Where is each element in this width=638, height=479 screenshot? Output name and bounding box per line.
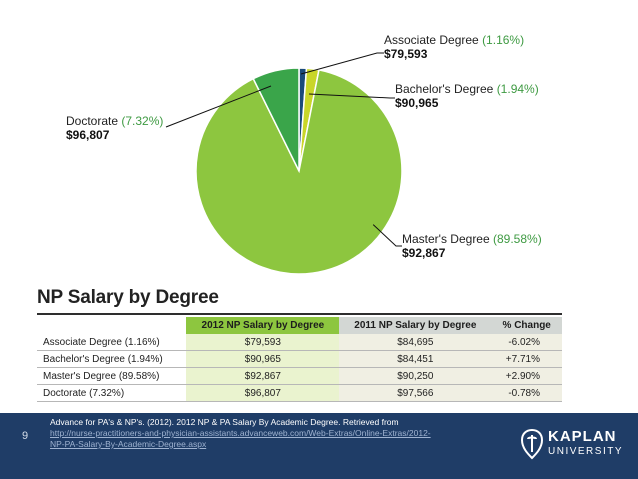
row-change: -0.78% (491, 384, 562, 402)
logo-line-2: UNIVERSITY (548, 446, 624, 457)
leader-line-2 (372, 224, 402, 247)
slice-label-2: Master's Degree (89.58%) (402, 232, 542, 246)
row-change: +2.90% (491, 367, 562, 385)
citation-text: Advance for PA's & NP's. (2012). 2012 NP… (50, 417, 399, 427)
citation-link-line-2[interactable]: NP-PA-Salary-By-Academic-Degree.aspx (50, 439, 207, 449)
pie-slice-2 (195, 69, 403, 275)
slice-label-1: Bachelor's Degree (1.94%) (395, 82, 539, 96)
pie-chart: Associate Degree (1.16%)$79,593 Bachelor'… (66, 33, 542, 275)
pie-slices (195, 67, 403, 275)
slice-labels: Associate Degree (1.16%)$79,593 Bachelor'… (66, 33, 542, 260)
page-number: 9 (22, 430, 29, 442)
row-change: -6.02% (491, 334, 562, 351)
leader-lines (165, 52, 402, 247)
row-change: +7.71% (491, 350, 562, 368)
leader-line-1 (308, 93, 395, 99)
leader-line-0 (300, 52, 384, 75)
row-degree: Doctorate (7.32%) (37, 384, 187, 402)
table-row: Doctorate (7.32%) $96,807 $97,566 -0.78% (37, 384, 562, 402)
slice-value-0: $79,593 (384, 47, 428, 61)
pie-slice-3 (252, 67, 300, 172)
table-row: Associate Degree (1.16%) $79,593 $84,695… (37, 334, 562, 351)
slice-label-0: Associate Degree (1.16%) (384, 33, 524, 47)
row-2012: $79,593 (186, 334, 340, 351)
row-2012: $90,965 (186, 350, 340, 368)
kaplan-shield-icon (520, 428, 544, 460)
title-divider (37, 313, 562, 315)
table-title: NP Salary by Degree (37, 287, 219, 308)
row-2011: $84,695 (339, 334, 492, 351)
salary-table: 2012 NP Salary by Degree 2011 NP Salary … (37, 317, 562, 402)
row-degree: Master's Degree (89.58%) (37, 367, 187, 385)
row-degree: Bachelor's Degree (1.94%) (37, 350, 187, 368)
header-blank (37, 317, 187, 334)
header-2011: 2011 NP Salary by Degree (339, 317, 492, 334)
row-2012: $96,807 (186, 384, 340, 402)
footer-bar: 9 Advance for PA's & NP's. (2012). 2012 … (0, 413, 638, 479)
kaplan-logo: KAPLAN UNIVERSITY (518, 424, 630, 464)
citation-link-line-1[interactable]: http://nurse-practitioners-and-physician… (50, 428, 431, 438)
header-2012: 2012 NP Salary by Degree (186, 317, 340, 334)
slice-value-1: $90,965 (395, 96, 439, 110)
table-row: Master's Degree (89.58%) $92,867 $90,250… (37, 367, 562, 385)
row-2011: $84,451 (339, 350, 492, 368)
table-header-row: 2012 NP Salary by Degree 2011 NP Salary … (37, 317, 562, 334)
slice-label-3: Doctorate (7.32%) (66, 114, 163, 128)
row-degree: Associate Degree (1.16%) (37, 334, 187, 351)
slice-value-3: $96,807 (66, 128, 110, 142)
slice-value-2: $92,867 (402, 246, 446, 260)
table-row: Bachelor's Degree (1.94%) $90,965 $84,45… (37, 350, 562, 368)
logo-line-1: KAPLAN (548, 428, 617, 445)
header-change: % Change (491, 317, 562, 334)
row-2012: $92,867 (186, 367, 340, 385)
row-2011: $90,250 (339, 367, 492, 385)
leader-line-3 (165, 85, 272, 128)
row-2011: $97,566 (339, 384, 492, 402)
citation: Advance for PA's & NP's. (2012). 2012 NP… (50, 417, 500, 450)
